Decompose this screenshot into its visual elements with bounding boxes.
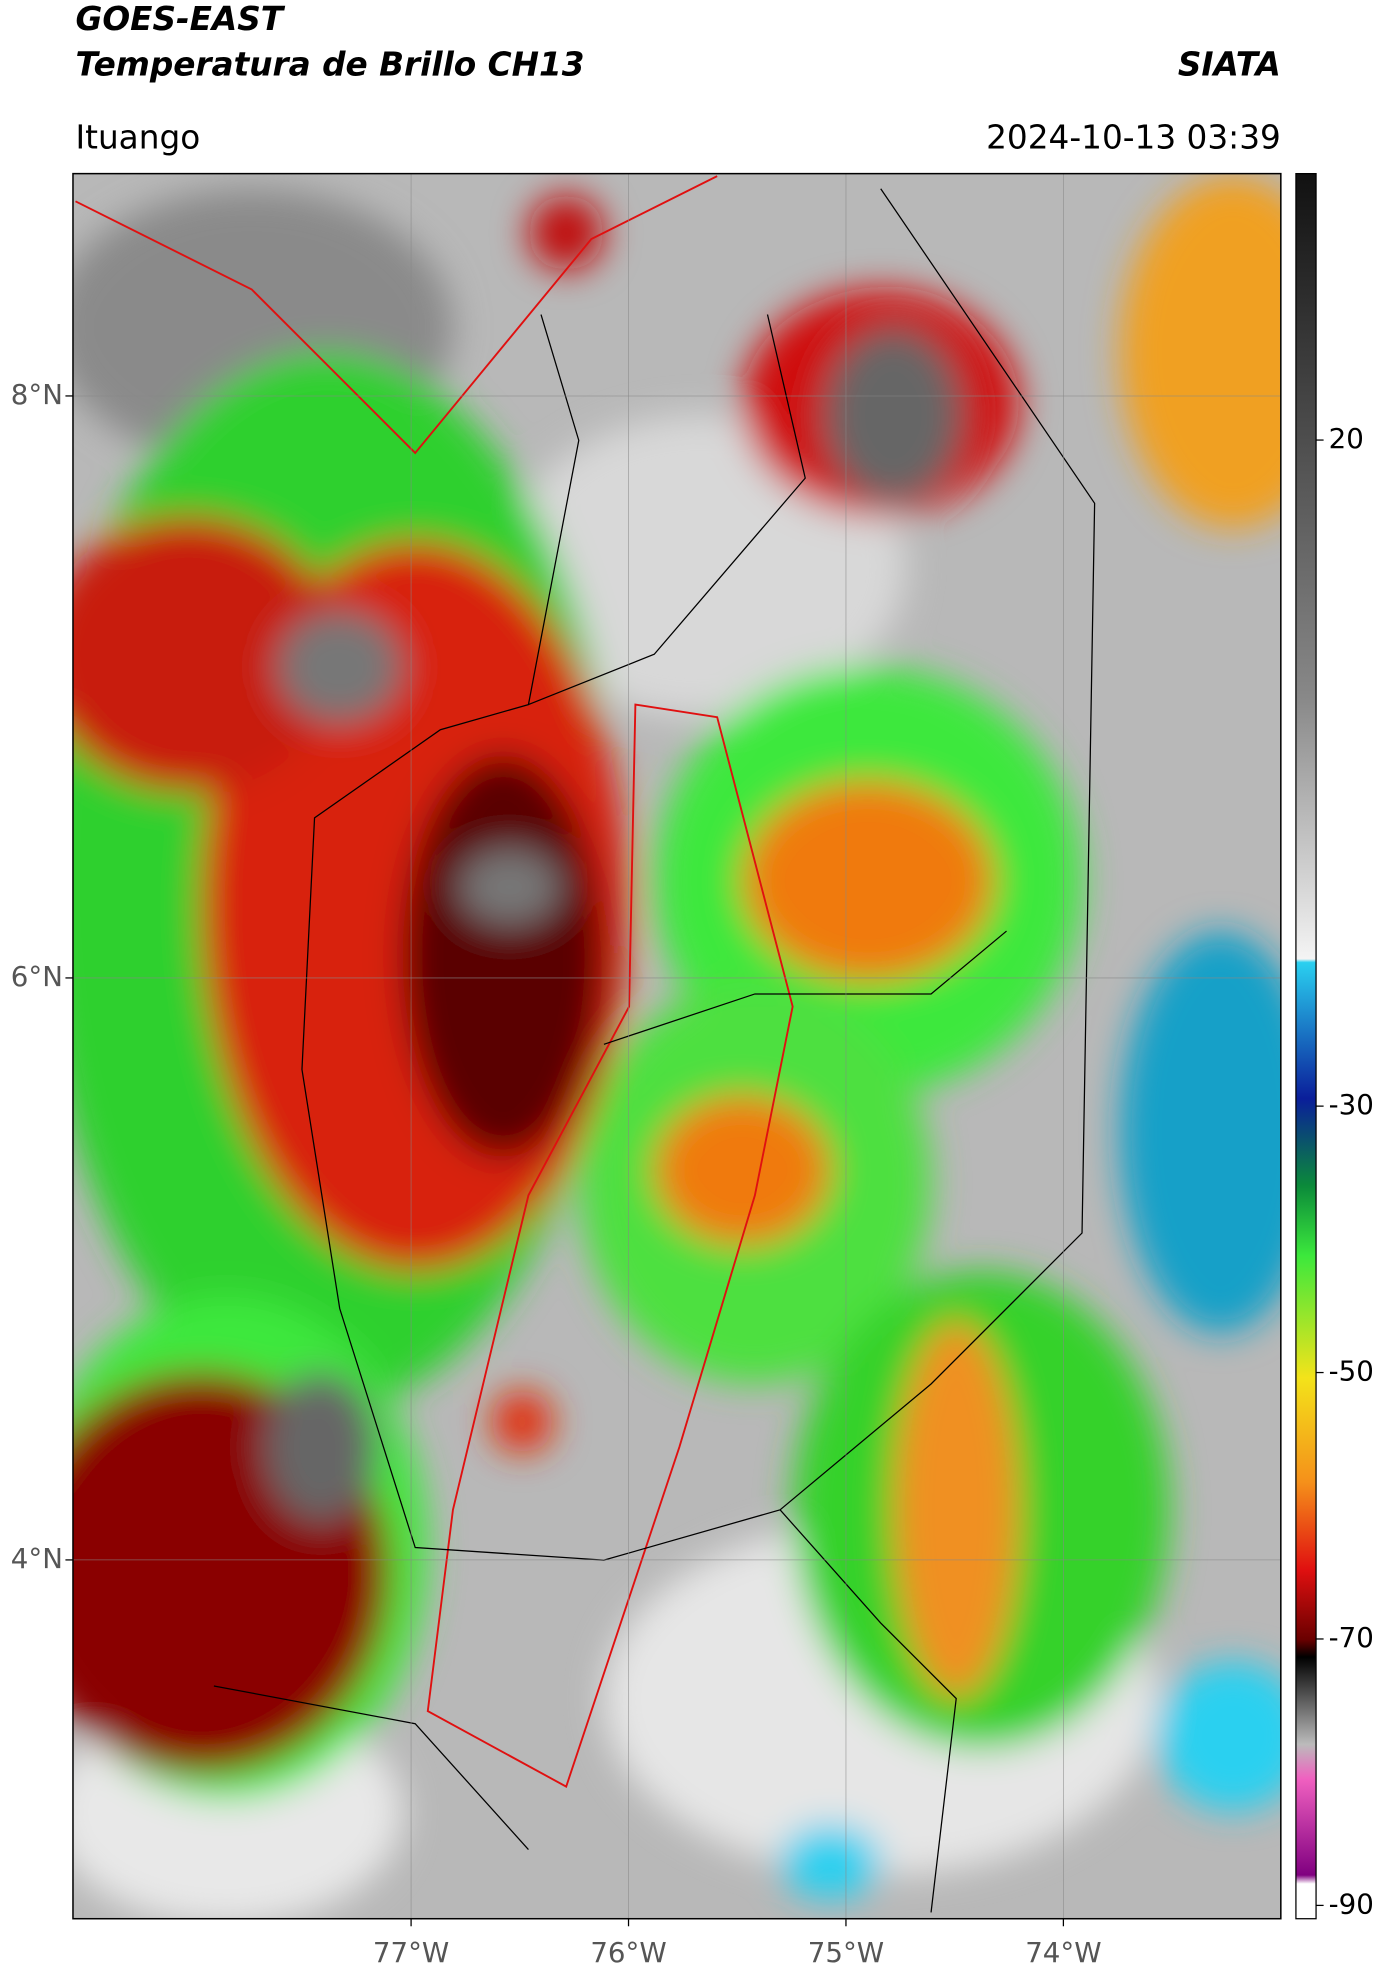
x-tick-label: 76°W — [590, 1936, 666, 1969]
colorbar-label: -90 — [1329, 1887, 1374, 1920]
y-tick-label: 6°N — [11, 960, 63, 993]
colorbar-label: 20 — [1329, 422, 1364, 455]
subtitle: Temperatura de Brillo CH13 — [75, 45, 584, 83]
map-frame — [72, 172, 1282, 1920]
y-tick-label: 4°N — [11, 1542, 63, 1575]
colorbar-label: -50 — [1329, 1355, 1374, 1388]
x-tick-label: 77°W — [373, 1936, 449, 1969]
brand: SIATA — [1178, 45, 1281, 83]
colorbar — [1295, 172, 1317, 1920]
datetime: 2024-10-13 03:39 — [986, 118, 1281, 156]
graticule — [72, 173, 1281, 1919]
y-tick-label: 8°N — [11, 378, 63, 411]
title: GOES-EAST — [75, 0, 285, 38]
colorbar-label: -30 — [1329, 1088, 1374, 1121]
x-tick-label: 75°W — [808, 1936, 884, 1969]
location: Ituango — [75, 118, 200, 156]
x-tick-label: 74°W — [1025, 1936, 1101, 1969]
colorbar-label: -70 — [1329, 1621, 1374, 1654]
satellite-image — [72, 173, 1281, 1919]
